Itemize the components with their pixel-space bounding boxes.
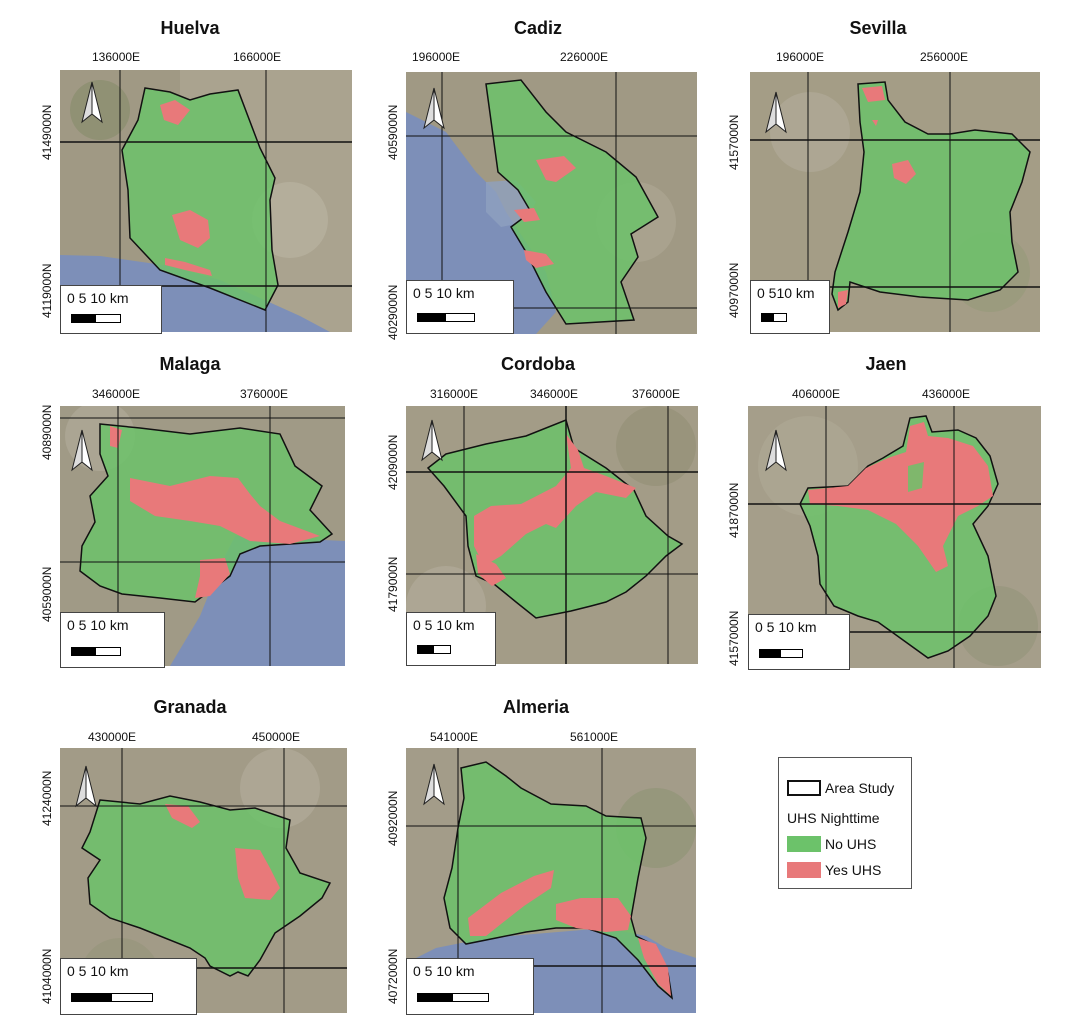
scale-bar-label: 0 5 10 km [413, 963, 475, 979]
map-legend: Area Study UHS Nighttime No UHS Yes UHS [778, 757, 912, 889]
north-arrow-icon [421, 419, 443, 462]
scale-bar: 0 5 10 km [60, 612, 165, 668]
northing-label: 4124000N [40, 770, 54, 826]
north-arrow-icon [81, 81, 103, 124]
map-title: Almeria [502, 697, 570, 717]
scale-bar: 0 5 10 km [748, 614, 850, 670]
scale-bar: 0 5 10 km [406, 612, 496, 666]
scale-bar: 0 5 10 km [406, 958, 534, 1015]
northing-label: 4157000N [727, 114, 741, 170]
easting-label: 256000E [920, 50, 969, 64]
easting-label: 406000E [792, 387, 841, 401]
scale-bar: 0 5 10 km [406, 280, 514, 334]
easting-label: 316000E [430, 387, 479, 401]
scale-bar: 0 5 10 km [60, 958, 197, 1015]
scale-bar-label: 0 5 10 km [755, 619, 817, 635]
legend-item-area-study: Area Study [787, 780, 894, 796]
easting-label: 430000E [88, 730, 137, 744]
legend-heading: UHS Nighttime [787, 810, 880, 826]
map-title: Huelva [160, 18, 220, 38]
map-frame [60, 70, 352, 332]
northing-label: 4119000N [40, 263, 54, 319]
scale-bar: 0 5 10 km [60, 285, 162, 334]
northing-label: 4072000N [386, 948, 400, 1004]
northing-label: 4179000N [386, 556, 400, 612]
northing-label: 4029000N [386, 284, 400, 340]
easting-label: 346000E [530, 387, 579, 401]
scale-bar-label: 0 5 10 km [413, 285, 475, 301]
northing-label: 4059000N [40, 566, 54, 622]
map-title: Granada [153, 697, 227, 717]
easting-label: 136000E [92, 50, 141, 64]
northing-label: 4157000N [727, 610, 741, 666]
north-arrow-icon [765, 91, 787, 134]
map-frame [750, 72, 1040, 332]
easting-label: 196000E [776, 50, 825, 64]
scale-bar: 0 510 km [750, 280, 830, 334]
easting-label: 450000E [252, 730, 301, 744]
northing-label: 4059000N [386, 104, 400, 160]
northing-label: 4104000N [40, 948, 54, 1004]
easting-label: 166000E [233, 50, 282, 64]
easting-label: 376000E [240, 387, 289, 401]
map-title: Jaen [865, 354, 907, 374]
easting-label: 196000E [412, 50, 461, 64]
legend-label: Yes UHS [825, 862, 882, 878]
northing-label: 4097000N [727, 262, 741, 318]
easting-label: 346000E [92, 387, 141, 401]
north-arrow-icon [71, 429, 93, 472]
map-title: Cordoba [501, 354, 575, 374]
scale-bar-label: 0 510 km [757, 285, 815, 301]
northing-label: 4092000N [386, 790, 400, 846]
northing-label: 4089000N [40, 404, 54, 460]
easting-label: 541000E [430, 730, 479, 744]
legend-label: No UHS [825, 836, 877, 852]
scale-bar-label: 0 5 10 km [67, 963, 129, 979]
easting-label: 436000E [922, 387, 971, 401]
legend-item-no-uhs: No UHS [787, 836, 876, 852]
northing-label: 4149000N [40, 104, 54, 160]
north-arrow-icon [423, 87, 445, 130]
easting-label: 226000E [560, 50, 609, 64]
scale-bar-label: 0 5 10 km [67, 290, 129, 306]
easting-label: 561000E [570, 730, 619, 744]
scale-bar-label: 0 5 10 km [413, 617, 475, 633]
legend-item-yes-uhs: Yes UHS [787, 862, 881, 878]
north-arrow-icon [765, 429, 787, 472]
northing-label: 4209000N [386, 434, 400, 490]
map-title: Malaga [159, 354, 221, 374]
northing-label: 4187000N [727, 482, 741, 538]
easting-label: 376000E [632, 387, 681, 401]
north-arrow-icon [423, 763, 445, 806]
scale-bar-label: 0 5 10 km [67, 617, 129, 633]
map-title: Cadiz [513, 18, 562, 38]
map-title: Sevilla [849, 18, 907, 38]
north-arrow-icon [75, 765, 97, 808]
legend-label: Area Study [825, 780, 895, 796]
